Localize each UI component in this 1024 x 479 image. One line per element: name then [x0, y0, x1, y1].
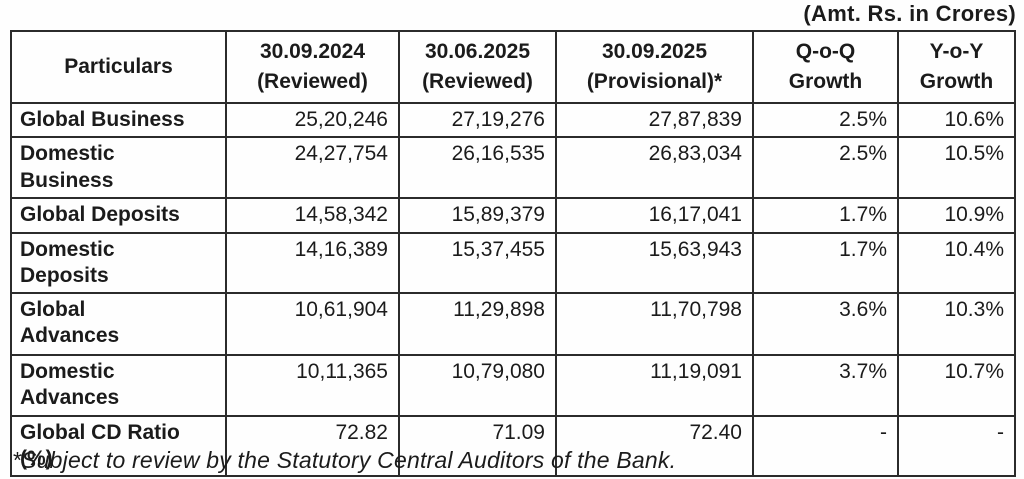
table-cell: 71.09	[398, 414, 557, 477]
table-row: Domestic Advances 10,11,365 10,79,080 11…	[10, 354, 1016, 417]
table-cell: 1.7%	[752, 197, 899, 234]
table-cell: 1.7%	[752, 231, 899, 294]
column-header-30-06-2025: 30.06.2025 (Reviewed)	[398, 30, 557, 104]
table-cell: 24,27,754	[225, 136, 400, 200]
column-header-qoq-growth: Q-o-Q Growth	[752, 30, 899, 104]
table-cell: 11,29,898	[398, 292, 557, 356]
table-cell: 15,89,379	[398, 197, 557, 234]
table-header-row: Particulars 30.09.2024 (Reviewed) 30.06.…	[10, 30, 1016, 104]
table-cell: 10.5%	[897, 136, 1016, 200]
column-header-30-09-2024: 30.09.2024 (Reviewed)	[225, 30, 400, 104]
table-cell: 10.9%	[897, 197, 1016, 234]
table-cell: 72.40	[555, 414, 754, 477]
table-cell: 14,58,342	[225, 197, 400, 234]
table-cell: -	[897, 414, 1016, 477]
row-label-global-business: Global Business	[10, 101, 227, 139]
table-cell: 2.5%	[752, 101, 899, 139]
table-cell: 14,16,389	[225, 231, 400, 294]
table-row: Global Advances 10,61,904 11,29,898 11,7…	[10, 292, 1016, 356]
row-label-global-cd-ratio: Global CD Ratio (%)	[10, 414, 227, 477]
table-cell: 11,70,798	[555, 292, 754, 356]
row-label-global-deposits: Global Deposits	[10, 197, 227, 234]
table-cell: 10,61,904	[225, 292, 400, 356]
table-cell: 10,11,365	[225, 354, 400, 417]
table-cell: 72.82	[225, 414, 400, 477]
table-cell: -	[752, 414, 899, 477]
table-row: Global CD Ratio (%) 72.82 71.09 72.40 - …	[10, 414, 1016, 477]
table-cell: 26,83,034	[555, 136, 754, 200]
footnote: *Subject to review by the Statutory Cent…	[12, 447, 677, 473]
table-cell: 26,16,535	[398, 136, 557, 200]
table-cell: 10,79,080	[398, 354, 557, 417]
column-header-yoy-growth: Y-o-Y Growth	[897, 30, 1016, 104]
table-cell: 27,19,276	[398, 101, 557, 139]
table-cell: 16,17,041	[555, 197, 754, 234]
table-cell: 25,20,246	[225, 101, 400, 139]
table-cell: 10.4%	[897, 231, 1016, 294]
table-cell: 3.6%	[752, 292, 899, 356]
table-row: Domestic Business 24,27,754 26,16,535 26…	[10, 136, 1016, 200]
amount-unit-note: (Amt. Rs. in Crores)	[803, 1, 1016, 26]
table-cell: 2.5%	[752, 136, 899, 200]
table-row: Global Business 25,20,246 27,19,276 27,8…	[10, 101, 1016, 139]
column-header-30-09-2025: 30.09.2025 (Provisional)*	[555, 30, 754, 104]
row-label-domestic-deposits: Domestic Deposits	[10, 231, 227, 294]
row-label-domestic-business: Domestic Business	[10, 136, 227, 200]
table-row: Domestic Deposits 14,16,389 15,37,455 15…	[10, 231, 1016, 294]
table-cell: 27,87,839	[555, 101, 754, 139]
financials-table: Particulars 30.09.2024 (Reviewed) 30.06.…	[10, 30, 1016, 477]
table-row: Global Deposits 14,58,342 15,89,379 16,1…	[10, 197, 1016, 234]
table-cell: 3.7%	[752, 354, 899, 417]
row-label-global-advances: Global Advances	[10, 292, 227, 356]
column-header-particulars: Particulars	[10, 30, 227, 104]
table-cell: 10.6%	[897, 101, 1016, 139]
row-label-domestic-advances: Domestic Advances	[10, 354, 227, 417]
table-cell: 11,19,091	[555, 354, 754, 417]
table-cell: 10.3%	[897, 292, 1016, 356]
table-cell: 15,63,943	[555, 231, 754, 294]
table-cell: 15,37,455	[398, 231, 557, 294]
table-cell: 10.7%	[897, 354, 1016, 417]
